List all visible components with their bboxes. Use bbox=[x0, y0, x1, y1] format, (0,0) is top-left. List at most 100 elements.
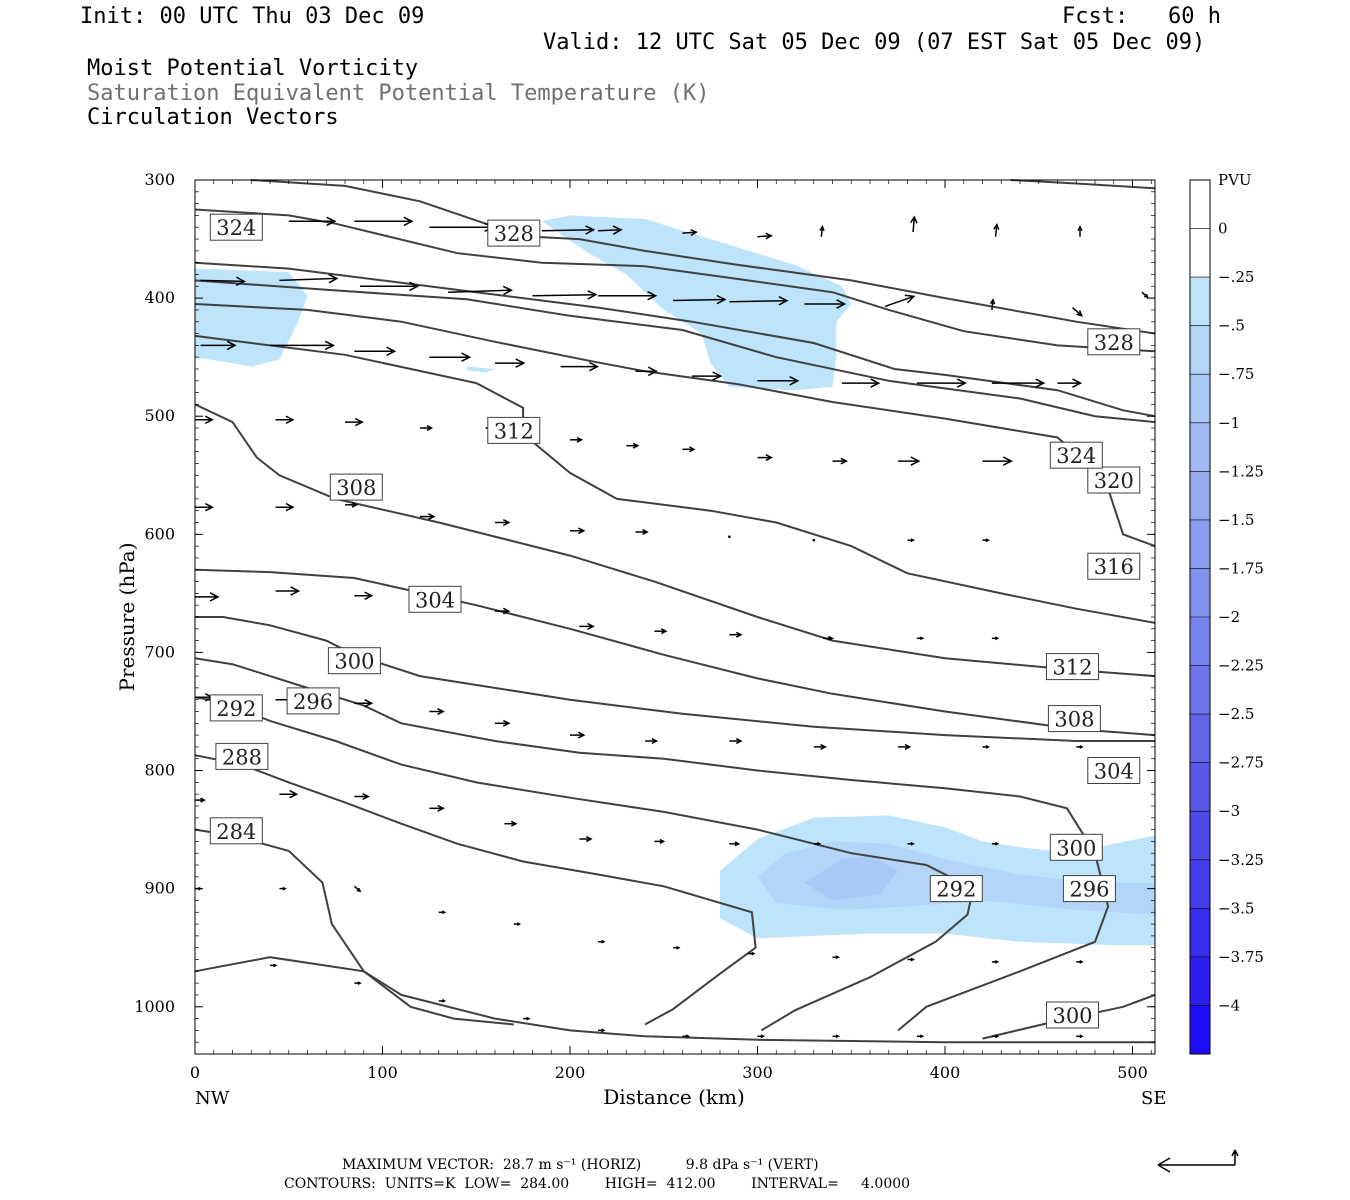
contour-label: 324 bbox=[1056, 444, 1096, 468]
contour-label: 320 bbox=[1094, 469, 1134, 493]
field-title-vectors: Circulation Vectors bbox=[87, 105, 339, 130]
colorbar-swatch bbox=[1190, 859, 1210, 909]
vector-arrow bbox=[420, 513, 436, 521]
contour-label: 304 bbox=[415, 588, 455, 612]
vector-arrow bbox=[195, 592, 220, 602]
contour-320 bbox=[194, 279, 1156, 424]
contour-label-box bbox=[1049, 441, 1103, 469]
pv-region-0 bbox=[195, 268, 308, 367]
colorbar-swatch bbox=[1190, 374, 1210, 424]
y-tick-label: 400 bbox=[144, 288, 175, 307]
vector-arrow bbox=[354, 216, 414, 227]
colorbar-swatch bbox=[1190, 762, 1210, 812]
y-axis-label: Pressure (hPa) bbox=[115, 543, 139, 692]
contour-labels: 2842882922922962963003003003043043083083… bbox=[209, 213, 1141, 1029]
axes: 0 100 200 300 400 500 300 400 500 600 700 800 900 100… bbox=[134, 170, 1155, 1082]
vector-arrow bbox=[804, 299, 847, 309]
contour-label-box bbox=[408, 585, 462, 613]
contour-284 bbox=[194, 828, 514, 1026]
contour-label: 308 bbox=[1054, 708, 1094, 732]
contour-label-box bbox=[1087, 757, 1141, 784]
contour-label: 300 bbox=[334, 650, 374, 674]
vector-arrow bbox=[495, 607, 511, 615]
vector-arrow bbox=[757, 454, 773, 462]
vector-arrow bbox=[841, 378, 881, 388]
vector-arrow bbox=[360, 281, 420, 292]
vector-arrow bbox=[200, 276, 246, 286]
vector-arrow bbox=[910, 215, 918, 233]
colorbar-swatch bbox=[1190, 568, 1210, 618]
vector-arrow bbox=[993, 223, 1000, 237]
contour-label-box bbox=[1049, 833, 1103, 861]
vector-arrow bbox=[570, 436, 584, 443]
vector-arrow bbox=[729, 296, 789, 306]
colorbar-level-label: −.5 bbox=[1218, 317, 1245, 335]
vector-arrow bbox=[570, 527, 586, 535]
contour-332 bbox=[251, 179, 1156, 335]
vector-arrow bbox=[345, 501, 359, 508]
contour-label: 316 bbox=[1094, 555, 1134, 579]
forecast-hour: Fcst: 60 h bbox=[1062, 4, 1221, 29]
valid-time: Valid: 12 UTC Sat 05 Dec 09 (07 EST Sat … bbox=[543, 30, 1206, 55]
vector-arrow bbox=[654, 838, 666, 844]
vector-arrow bbox=[691, 371, 723, 381]
colorbar-level-label: −3.75 bbox=[1218, 948, 1264, 966]
vector-arrow bbox=[916, 1034, 925, 1039]
vector-arrow bbox=[279, 273, 339, 284]
colorbar-swatch bbox=[1190, 665, 1210, 715]
vector-arrow bbox=[1076, 745, 1084, 749]
contour-info: CONTOURS: UNITS=K LOW= 284.00 HIGH= 412.… bbox=[284, 1176, 911, 1192]
x-end-label-right: SE bbox=[1141, 1088, 1166, 1109]
contour-label: 312 bbox=[1052, 656, 1092, 680]
field-title-theta-es: Saturation Equivalent Potential Temperat… bbox=[87, 81, 710, 106]
vector-arrow bbox=[598, 939, 606, 944]
vector-arrow bbox=[832, 457, 848, 465]
contour-label: 300 bbox=[1056, 836, 1096, 860]
vector-arrow bbox=[448, 285, 514, 296]
contour-label-box bbox=[1087, 466, 1141, 494]
y-tick-label: 800 bbox=[144, 761, 175, 780]
vector-arrow bbox=[1141, 291, 1149, 299]
colorbar-level-label: −1.75 bbox=[1218, 559, 1264, 577]
vector-arrow bbox=[991, 960, 1000, 964]
vector-arrow bbox=[982, 538, 991, 543]
vector-arrow bbox=[991, 636, 1000, 641]
colorbar-swatch bbox=[1190, 471, 1210, 521]
colorbar-level-label: −3 bbox=[1218, 802, 1240, 820]
vector-arrow bbox=[200, 340, 237, 351]
contour-label-box bbox=[1046, 653, 1099, 681]
colorbar-swatch bbox=[1190, 956, 1210, 1006]
contour-304 bbox=[194, 568, 1156, 737]
field-title-mpv: Moist Potential Vorticity bbox=[87, 56, 419, 81]
pv-region-1 bbox=[541, 215, 852, 391]
contour-292 bbox=[194, 696, 975, 1032]
vector-arrow bbox=[354, 346, 397, 356]
vector-arrow bbox=[982, 745, 990, 749]
vector-arrow bbox=[579, 836, 593, 843]
vector-arrow bbox=[495, 519, 511, 526]
vector-arrow bbox=[729, 631, 743, 638]
contour-label: 308 bbox=[336, 476, 376, 500]
vector-arrow bbox=[898, 456, 921, 466]
vector-arrow bbox=[757, 376, 800, 386]
vector-arrow bbox=[729, 841, 741, 847]
vector-arrow bbox=[682, 229, 698, 237]
vector-arrow bbox=[626, 442, 640, 449]
contour-328 bbox=[194, 208, 1156, 353]
y-tick-label: 300 bbox=[144, 170, 175, 189]
vector-arrow bbox=[907, 957, 915, 962]
vector-arrow bbox=[635, 366, 658, 377]
vector-arrow bbox=[579, 622, 595, 630]
colorbar-level-label: −1.25 bbox=[1218, 462, 1264, 480]
vector-arrow bbox=[635, 528, 649, 535]
vector-arrow bbox=[673, 945, 681, 950]
contour-label: 328 bbox=[1094, 331, 1134, 355]
colorbar-swatch bbox=[1190, 228, 1210, 278]
colorbar-level-label: −2.75 bbox=[1218, 754, 1264, 772]
vector-arrow bbox=[748, 951, 756, 956]
x-end-label-left: NW bbox=[195, 1088, 230, 1109]
vector-arrow bbox=[541, 225, 596, 235]
x-tick-label: 300 bbox=[742, 1063, 773, 1082]
colorbar-swatch bbox=[1190, 180, 1210, 230]
vector-arrow bbox=[560, 361, 600, 372]
